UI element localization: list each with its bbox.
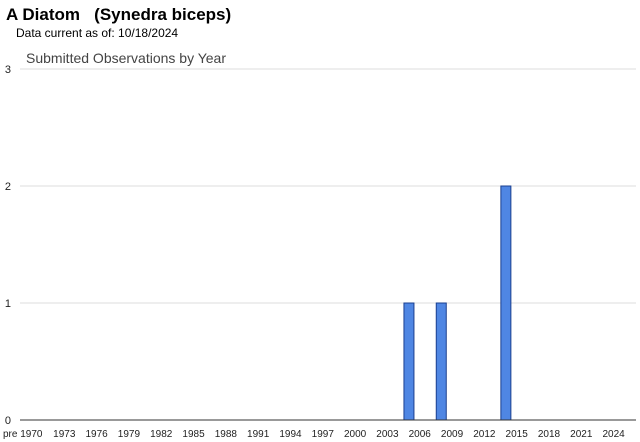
x-tick-label: 2018 bbox=[538, 429, 561, 440]
x-tick-label: 2003 bbox=[376, 429, 399, 440]
x-tick-label: 1982 bbox=[150, 429, 173, 440]
x-tick-label: 1988 bbox=[215, 429, 238, 440]
y-tick-label: 1 bbox=[5, 298, 11, 310]
x-tick-label: 1985 bbox=[182, 429, 205, 440]
x-tick-label: 2012 bbox=[473, 429, 496, 440]
y-tick-label: 0 bbox=[5, 415, 11, 427]
x-tick-label: 2000 bbox=[344, 429, 367, 440]
x-tick-label: 2015 bbox=[506, 429, 529, 440]
data-current-text: Data current as of: 10/18/2024 bbox=[16, 26, 179, 40]
x-tick-label: 2006 bbox=[409, 429, 432, 440]
x-tick-label: 1976 bbox=[85, 429, 108, 440]
x-tick-label: pre 1970 bbox=[3, 429, 43, 440]
bar-2014[interactable] bbox=[500, 185, 512, 421]
x-tick-label: 1973 bbox=[53, 429, 76, 440]
x-tick-label: 2009 bbox=[441, 429, 464, 440]
chart-title: Submitted Observations by Year bbox=[26, 50, 226, 66]
y-tick-label: 3 bbox=[5, 64, 11, 76]
bar-2008[interactable] bbox=[435, 302, 447, 421]
x-tick-label: 1997 bbox=[312, 429, 335, 440]
bar-2005[interactable] bbox=[403, 302, 415, 421]
x-tick-label: 1979 bbox=[118, 429, 141, 440]
x-tick-label: 2024 bbox=[602, 429, 625, 440]
y-tick-label: 2 bbox=[5, 181, 11, 193]
x-tick-label: 1991 bbox=[247, 429, 270, 440]
page-title: A Diatom (Synedra biceps) bbox=[6, 5, 232, 24]
x-tick-label: 2021 bbox=[570, 429, 593, 440]
x-tick-label: 1994 bbox=[279, 429, 302, 440]
